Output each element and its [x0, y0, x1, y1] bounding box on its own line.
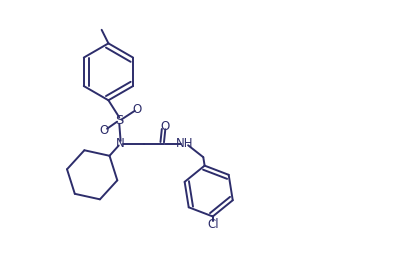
Text: O: O	[100, 124, 109, 137]
Text: S: S	[115, 114, 123, 127]
Text: NH: NH	[176, 137, 193, 150]
Text: N: N	[116, 137, 125, 150]
Text: Cl: Cl	[207, 218, 219, 231]
Text: O: O	[161, 120, 170, 133]
Text: O: O	[132, 103, 141, 116]
